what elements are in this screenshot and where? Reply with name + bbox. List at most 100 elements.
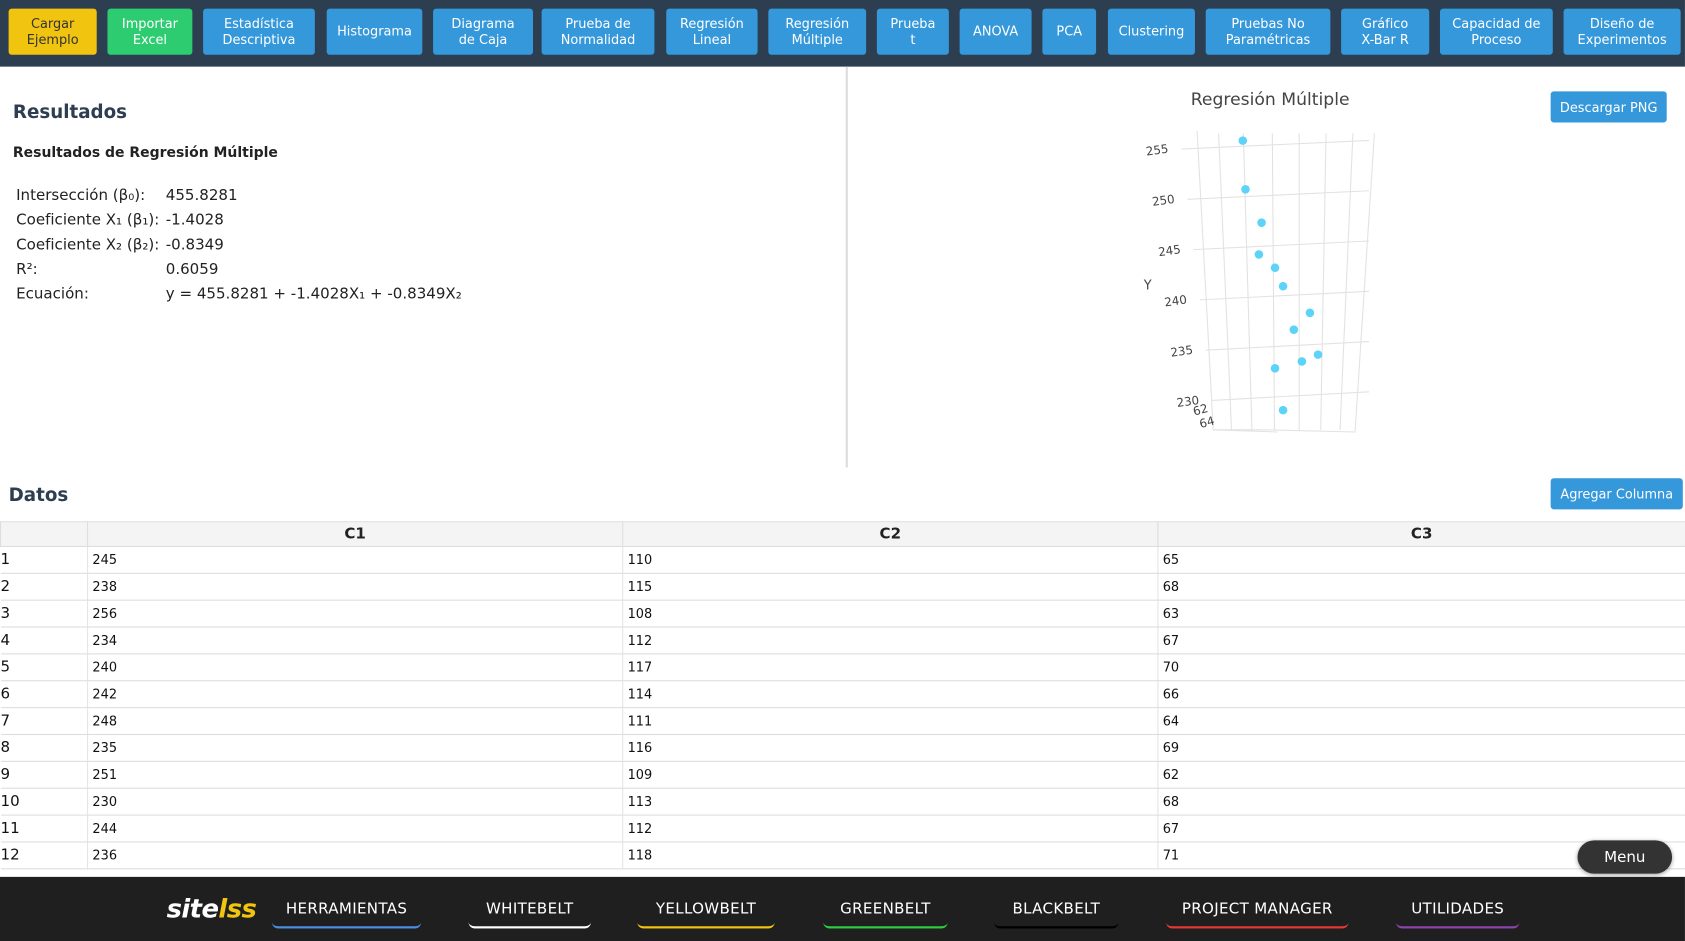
column-header: C2: [622, 521, 1159, 547]
toolbar-button[interactable]: Importar Excel: [107, 8, 193, 55]
table-cell[interactable]: 112: [622, 627, 1159, 655]
nav-link[interactable]: PROJECT MANAGER: [1165, 894, 1349, 929]
table-cell[interactable]: 65: [1157, 546, 1685, 574]
toolbar-button[interactable]: Regresión Múltiple: [768, 8, 867, 55]
nav-link[interactable]: UTILIDADES: [1395, 894, 1520, 929]
divider: [845, 66, 848, 468]
grid-line: [1211, 391, 1370, 401]
table-cell[interactable]: 234: [87, 627, 624, 655]
table-cell[interactable]: 235: [87, 734, 624, 762]
result-label: Ecuación:: [16, 285, 89, 303]
toolbar-button[interactable]: Diseño de Experimentos: [1563, 8, 1681, 55]
table-cell[interactable]: 110: [622, 546, 1159, 574]
table-cell[interactable]: 240: [87, 653, 624, 682]
result-row: R²: 0.6059: [13, 257, 465, 282]
toolbar-button[interactable]: Prueba t: [876, 8, 949, 55]
table-cell[interactable]: 68: [1157, 573, 1685, 601]
table-cell[interactable]: 112: [622, 815, 1159, 843]
table-cell[interactable]: 236: [87, 841, 624, 870]
nav-link[interactable]: BLACKBELT: [994, 894, 1119, 929]
data-point: [1305, 308, 1315, 318]
wall-line: [1242, 133, 1253, 430]
table-row: 8 235 116 69: [0, 734, 1685, 762]
table-cell[interactable]: 113: [622, 788, 1159, 816]
nav-link[interactable]: HERRAMIENTAS: [271, 894, 422, 929]
nav-link[interactable]: WHITEBELT: [468, 894, 592, 929]
table-cell[interactable]: 115: [622, 573, 1159, 601]
data-point: [1270, 363, 1280, 373]
data-table: C1 C2 C3 1 245 110 65 2 238 115 68 3 256 108 63 4 234 11…: [0, 521, 1685, 870]
table-cell[interactable]: 111: [622, 707, 1159, 736]
logo[interactable]: sitelss: [167, 894, 257, 924]
table-cell[interactable]: 118: [622, 841, 1159, 870]
download-png-button[interactable]: Descargar PNG: [1550, 91, 1667, 123]
data-heading: Datos: [8, 484, 69, 507]
results-subheading: Resultados de Regresión Múltiple: [12, 145, 278, 162]
table-cell[interactable]: 70: [1157, 653, 1685, 682]
table-cell[interactable]: 116: [622, 734, 1159, 762]
table-container: C1 C2 C3 1 245 110 65 2 238 115 68 3 256 108 63 4 234 11…: [0, 521, 1685, 877]
table-cell[interactable]: 114: [622, 680, 1159, 709]
toolbar-button[interactable]: ANOVA: [959, 8, 1032, 55]
table-cell[interactable]: 67: [1157, 815, 1685, 843]
data-point: [1270, 263, 1280, 273]
grid-line: [1199, 290, 1370, 301]
toolbar-button[interactable]: Clustering: [1107, 8, 1195, 55]
table-cell[interactable]: 251: [87, 761, 624, 789]
toolbar-button[interactable]: Capacidad de Proceso: [1439, 8, 1553, 55]
toolbar-button[interactable]: Estadística Descriptiva: [203, 8, 315, 55]
data-point: [1278, 405, 1288, 415]
table-cell[interactable]: 117: [622, 653, 1159, 682]
result-row: Coeficiente X₁ (β₁): -1.4028: [13, 207, 465, 232]
logo-lss: lss: [218, 894, 257, 925]
wall-line: [1218, 133, 1233, 430]
nav-link[interactable]: GREENBELT: [823, 894, 948, 929]
row-index: 8: [0, 734, 89, 762]
table-cell[interactable]: 109: [622, 761, 1159, 789]
table-cell[interactable]: 68: [1157, 788, 1685, 816]
row-index: 3: [0, 600, 89, 628]
toolbar-button[interactable]: Gráfico X-Bar R: [1341, 8, 1430, 55]
results-heading: Resultados: [12, 102, 128, 124]
toolbar-button[interactable]: Prueba de Normalidad: [541, 8, 655, 55]
table-cell[interactable]: 108: [622, 600, 1159, 628]
toolbar-button[interactable]: Pruebas No Paramétricas: [1205, 8, 1331, 55]
plot-box: [1196, 131, 1375, 433]
toolbar: Cargar Ejemplo Importar Excel Estadística …: [0, 0, 1685, 67]
result-label: Coeficiente X₂ (β₂):: [16, 235, 160, 254]
toolbar-button[interactable]: Cargar Ejemplo: [8, 8, 97, 55]
results-table: Intersección (β₀): 455.8281 Coeficiente X₁…: [13, 183, 465, 307]
table-cell[interactable]: 69: [1157, 734, 1685, 762]
table-cell[interactable]: 242: [87, 680, 624, 709]
y-tick-label: 250: [1151, 192, 1175, 209]
table-cell[interactable]: 230: [87, 788, 624, 816]
table-cell[interactable]: 238: [87, 573, 624, 601]
result-label: R²:: [16, 260, 38, 278]
table-row: 3 256 108 63: [0, 600, 1685, 628]
grid-line: [1205, 341, 1370, 351]
result-value: 0.6059: [165, 260, 219, 278]
toolbar-button[interactable]: Histograma: [326, 8, 423, 55]
nav-link[interactable]: YELLOWBELT: [637, 894, 775, 929]
table-cell[interactable]: 67: [1157, 627, 1685, 655]
toolbar-button[interactable]: Regresión Lineal: [666, 8, 758, 55]
table-cell[interactable]: 256: [87, 600, 624, 628]
table-row: 10 230 113 68: [0, 788, 1685, 816]
floor-line: [1213, 429, 1278, 433]
row-index: 4: [0, 627, 89, 655]
add-column-button[interactable]: Agregar Columna: [1550, 478, 1683, 510]
toolbar-button[interactable]: PCA: [1042, 8, 1097, 55]
table-cell[interactable]: 63: [1157, 600, 1685, 628]
table-row: 11 244 112 67: [0, 815, 1685, 843]
menu-button[interactable]: Menu: [1577, 840, 1673, 874]
table-cell[interactable]: 245: [87, 546, 624, 574]
table-cell[interactable]: 64: [1157, 707, 1685, 736]
data-point: [1297, 357, 1307, 366]
row-index: 1: [0, 546, 89, 574]
table-cell[interactable]: 248: [87, 707, 624, 736]
table-cell[interactable]: 62: [1157, 761, 1685, 789]
table-cell[interactable]: 66: [1157, 680, 1685, 709]
toolbar-button[interactable]: Diagrama de Caja: [433, 8, 534, 55]
table-cell[interactable]: 244: [87, 815, 624, 843]
